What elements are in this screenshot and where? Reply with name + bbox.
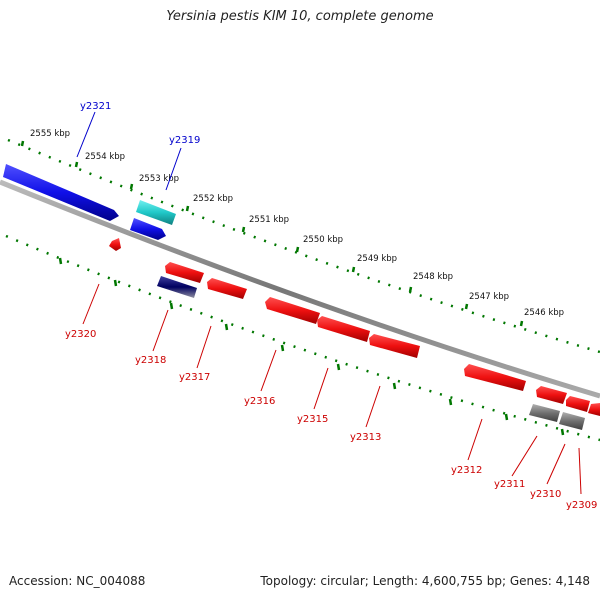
reverse-label-lines xyxy=(82,283,582,495)
genome-backbone xyxy=(0,179,600,399)
gene-y2313[interactable] xyxy=(369,334,420,358)
gene-y2311b[interactable] xyxy=(529,404,560,422)
inner-major-ticks xyxy=(58,257,565,436)
gene-y2319[interactable] xyxy=(136,200,176,225)
reverse-gene-labels: y2320 y2318 y2317 y2316 y2315 y2313 y231… xyxy=(65,329,597,511)
scale-label: 2554 kbp xyxy=(85,152,125,162)
forward-label-lines xyxy=(76,111,182,191)
gene-fwd-small[interactable] xyxy=(130,218,166,240)
gene-y2320[interactable] xyxy=(109,238,121,251)
gene-label-y2309[interactable]: y2309 xyxy=(566,500,597,511)
scale-label: 2550 kbp xyxy=(303,235,343,245)
gene-y2311[interactable] xyxy=(536,386,567,404)
gene-label-y2311[interactable]: y2311 xyxy=(494,479,525,490)
gene-label-y2317[interactable]: y2317 xyxy=(179,372,210,383)
scale-label: 2549 kbp xyxy=(357,254,397,264)
inner-scale-track xyxy=(5,234,600,442)
gene-y2310[interactable] xyxy=(566,396,590,412)
forward-gene-labels: y2321 y2319 xyxy=(80,101,200,146)
scale-label: 2553 kbp xyxy=(139,174,179,184)
gene-y2309[interactable] xyxy=(588,403,600,416)
outer-major-ticks xyxy=(20,140,524,327)
scale-label: 2547 kbp xyxy=(469,292,509,302)
scale-labels: 2555 kbp 2554 kbp 2553 kbp 2552 kbp 2551… xyxy=(30,129,564,318)
gene-label-y2312[interactable]: y2312 xyxy=(451,465,482,476)
accession-text: Accession: NC_004088 xyxy=(9,574,146,588)
gene-y2310b[interactable] xyxy=(559,412,585,430)
scale-label: 2552 kbp xyxy=(193,194,233,204)
scale-label: 2548 kbp xyxy=(413,272,453,282)
gene-label-y2310[interactable]: y2310 xyxy=(530,489,561,500)
gene-y2318b[interactable] xyxy=(157,276,197,298)
gene-label-y2320[interactable]: y2320 xyxy=(65,329,96,340)
gene-label-y2321[interactable]: y2321 xyxy=(80,101,111,112)
gene-y2316[interactable] xyxy=(265,297,320,324)
map-title: Yersinia pestis KIM 10, complete genome xyxy=(166,9,434,24)
gene-label-y2315[interactable]: y2315 xyxy=(297,414,328,425)
gene-y2321[interactable] xyxy=(3,164,119,221)
gene-label-y2313[interactable]: y2313 xyxy=(350,432,381,443)
gene-y2318[interactable] xyxy=(165,262,204,283)
gene-label-y2318[interactable]: y2318 xyxy=(135,355,166,366)
topology-text: Topology: circular; Length: 4,600,755 bp… xyxy=(260,574,590,588)
scale-label: 2555 kbp xyxy=(30,129,70,139)
gene-y2312[interactable] xyxy=(464,364,526,391)
gene-y2315[interactable] xyxy=(317,316,370,342)
gene-label-y2319[interactable]: y2319 xyxy=(169,135,200,146)
scale-label: 2546 kbp xyxy=(524,308,564,318)
gene-label-y2316[interactable]: y2316 xyxy=(244,396,275,407)
gene-y2317[interactable] xyxy=(207,278,247,299)
scale-label: 2551 kbp xyxy=(249,215,289,225)
